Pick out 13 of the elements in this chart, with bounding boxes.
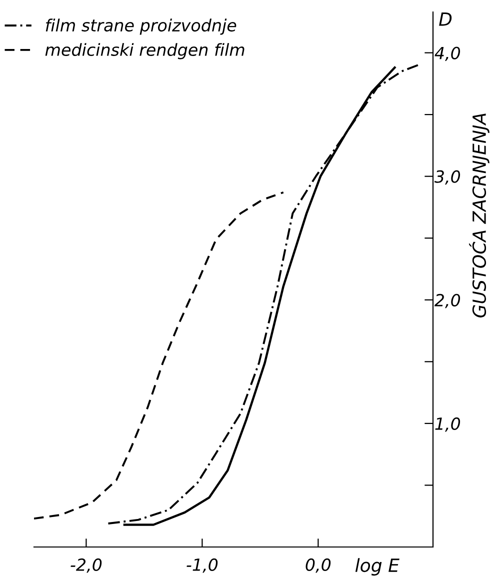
text: D [439,12,452,26]
y-tick-label: 1,0 [435,417,460,432]
line-series [34,191,284,520]
legend-label: medicinski rendgen film [45,43,244,60]
x-axis-title: log E [355,558,400,576]
y-tick-label: 2,0 [434,294,460,308]
legend-label: film strane proizvodnje [46,18,236,35]
x-tick-label: 0,0 [306,558,331,573]
x-tick-label: -1,0 [186,558,218,573]
y-tick-label: 4,0 [434,46,460,62]
y-axis-title: GUSTOĆA ZACRNJENJA [469,114,490,318]
x-tick-label: -2,0 [70,558,102,573]
y-tick-label: 3,0 [434,170,460,185]
